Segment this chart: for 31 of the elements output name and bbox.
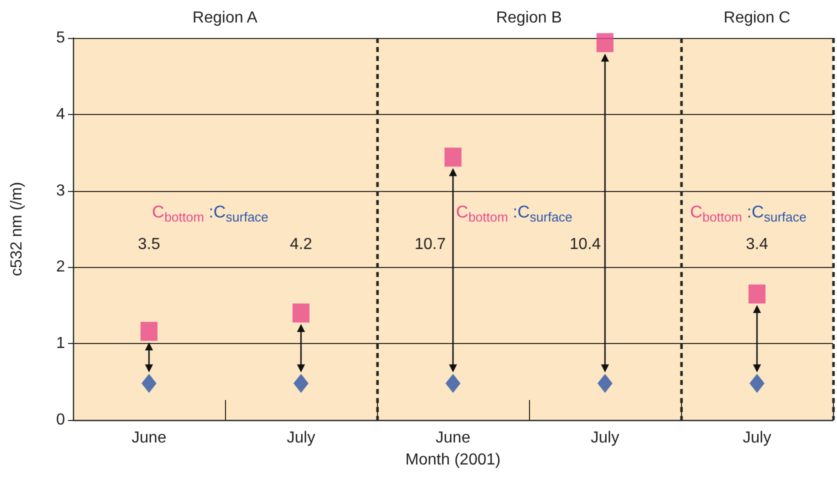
- point: [142, 374, 156, 393]
- y-axis-title: c532 nm (/m): [8, 182, 26, 276]
- annotation: 3.5: [138, 236, 160, 253]
- annotation: 3.4: [746, 236, 768, 253]
- annotation: 4.2: [290, 236, 312, 253]
- point: [446, 374, 460, 393]
- x-tick-label: July: [286, 430, 316, 446]
- x-tick-label: July: [742, 430, 772, 446]
- y-tick-label: 4: [56, 106, 66, 123]
- point: [294, 374, 308, 393]
- point: [750, 374, 764, 393]
- point: [598, 374, 612, 393]
- x-axis-title: Month (2001): [405, 452, 501, 468]
- annotation: 10.4: [570, 236, 601, 253]
- point: [444, 148, 462, 167]
- y-tick-label: 3: [56, 182, 66, 200]
- x-tick-label: July: [590, 430, 620, 446]
- y-tick-label: 1: [56, 335, 66, 352]
- point: [596, 33, 614, 52]
- text: Region A: [192, 10, 258, 26]
- text: Region C: [724, 10, 790, 26]
- y-tick-label: 2: [56, 258, 66, 276]
- point: [748, 284, 766, 304]
- annotation: 10.7: [414, 236, 446, 253]
- point: [292, 304, 310, 323]
- y-tick-label: 5: [56, 30, 66, 46]
- text: Region B: [496, 10, 562, 26]
- x-tick-label: June: [436, 430, 470, 446]
- point: [140, 322, 158, 341]
- y-tick-label: 0: [56, 412, 66, 428]
- x-tick-label: June: [132, 430, 166, 446]
